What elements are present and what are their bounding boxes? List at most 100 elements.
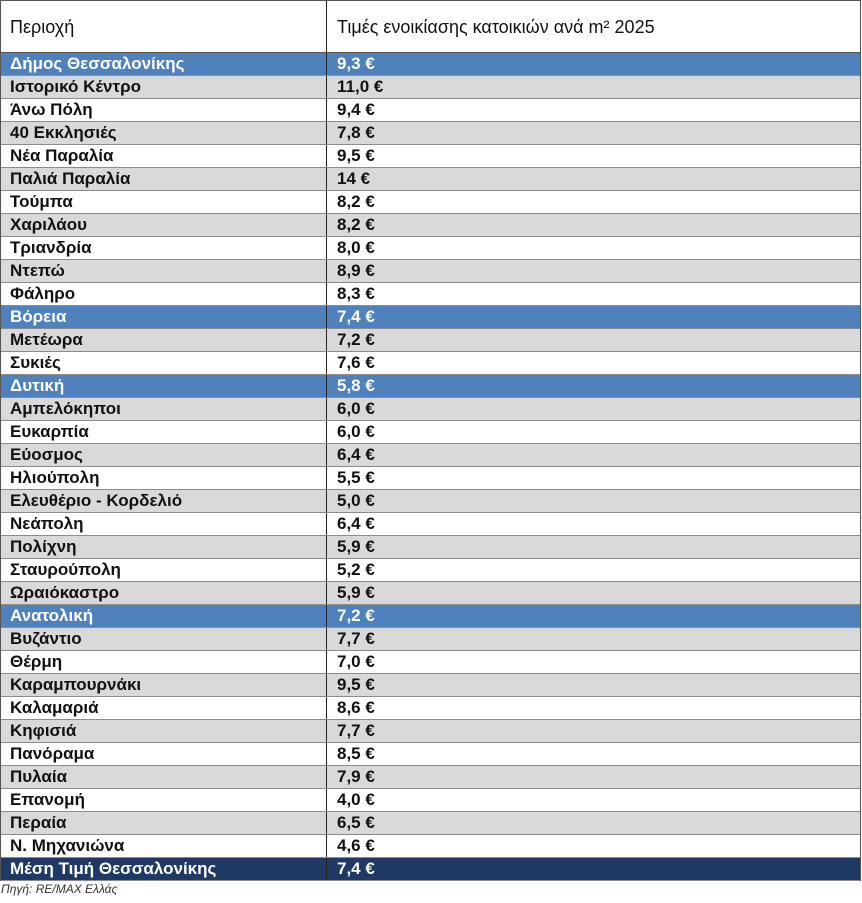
price: 9,4 € <box>337 100 375 119</box>
plain-row: Σταυρούπολη 5,2 € <box>1 559 860 582</box>
price: 7,4 € <box>337 307 375 326</box>
area-name: Ωραιόκαστρο <box>1 582 327 604</box>
price: 5,0 € <box>337 491 375 510</box>
shaded-row: Ελευθέριο - Κορδελιό 5,0 € <box>1 490 860 513</box>
shaded-row: Αμπελόκηποι 6,0 € <box>1 398 860 421</box>
header-row: Περιοχή Τιμές ενοικίασης κατοικιών ανά m… <box>1 1 860 53</box>
area-name: Νέα Παραλία <box>1 145 327 167</box>
area-name: Περαία <box>1 812 327 834</box>
header-cell: Τιμές ενοικίασης κατοικιών ανά m² 2025 <box>337 17 655 37</box>
area-name: Συκιές <box>1 352 327 374</box>
area-name: Πυλαία <box>1 766 327 788</box>
plain-row: Πανόραμα 8,5 € <box>1 743 860 766</box>
shaded-row: Μετέωρα 7,2 € <box>1 329 860 352</box>
area-name: Δυτική <box>1 375 327 397</box>
header-cell: Περιοχή <box>1 1 327 52</box>
price: 7,8 € <box>337 123 375 142</box>
shaded-row: Ωραιόκαστρο 5,9 € <box>1 582 860 605</box>
area-name: Ντεπώ <box>1 260 327 282</box>
area-name: Πανόραμα <box>1 743 327 765</box>
region-row: Δήμος Θεσσαλονίκης 9,3 € <box>1 53 860 76</box>
price: 6,4 € <box>337 514 375 533</box>
price: 5,8 € <box>337 376 375 395</box>
area-name: Άνω Πόλη <box>1 99 327 121</box>
price: 8,6 € <box>337 698 375 717</box>
price: 11,0 € <box>337 77 384 96</box>
source-note: Πηγή: RE/MAX Ελλάς <box>1 882 118 896</box>
price: 8,9 € <box>337 261 375 280</box>
region-row: Βόρεια 7,4 € <box>1 306 860 329</box>
plain-row: Άνω Πόλη 9,4 € <box>1 99 860 122</box>
area-name: Βυζάντιο <box>1 628 327 650</box>
shaded-row: Πολίχνη 5,9 € <box>1 536 860 559</box>
plain-row: Συκιές 7,6 € <box>1 352 860 375</box>
price: 9,3 € <box>337 54 375 73</box>
area-name: Νεάπολη <box>1 513 327 535</box>
plain-row: Νέα Παραλία 9,5 € <box>1 145 860 168</box>
shaded-row: Ντεπώ 8,9 € <box>1 260 860 283</box>
area-name: Μέση Τιμή Θεσσαλονίκης <box>1 858 327 880</box>
area-name: Εύοσμος <box>1 444 327 466</box>
price: 8,2 € <box>337 192 375 211</box>
shaded-row: Παλιά Παραλία 14 € <box>1 168 860 191</box>
price-table: Περιοχή Τιμές ενοικίασης κατοικιών ανά m… <box>0 0 861 881</box>
price: 7,0 € <box>337 652 375 671</box>
area-name: Ανατολική <box>1 605 327 627</box>
price: 7,2 € <box>337 330 375 349</box>
area-name: Σταυρούπολη <box>1 559 327 581</box>
plain-row: Νεάπολη 6,4 € <box>1 513 860 536</box>
price: 7,7 € <box>337 721 375 740</box>
area-name: Χαριλάου <box>1 214 327 236</box>
region-row: Ανατολική 7,2 € <box>1 605 860 628</box>
plain-row: Τριανδρία 8,0 € <box>1 237 860 260</box>
price: 8,0 € <box>337 238 375 257</box>
shaded-row: 40 Εκκλησιές 7,8 € <box>1 122 860 145</box>
shaded-row: Ιστορικό Κέντρο 11,0 € <box>1 76 860 99</box>
price: 5,5 € <box>337 468 375 487</box>
price: 9,5 € <box>337 146 375 165</box>
price: 6,5 € <box>337 813 375 832</box>
shaded-row: Κηφισιά 7,7 € <box>1 720 860 743</box>
area-name: Παλιά Παραλία <box>1 168 327 190</box>
area-name: Δήμος Θεσσαλονίκης <box>1 53 327 75</box>
total-row: Μέση Τιμή Θεσσαλονίκης 7,4 € <box>1 858 860 881</box>
price: 6,0 € <box>337 399 375 418</box>
price: 7,4 € <box>337 859 375 878</box>
shaded-row: Περαία 6,5 € <box>1 812 860 835</box>
area-name: Καλαμαριά <box>1 697 327 719</box>
area-name: Ευκαρπία <box>1 421 327 443</box>
shaded-row: Βυζάντιο 7,7 € <box>1 628 860 651</box>
price: 8,3 € <box>337 284 375 303</box>
price: 8,5 € <box>337 744 375 763</box>
area-name: Αμπελόκηποι <box>1 398 327 420</box>
price: 7,9 € <box>337 767 375 786</box>
plain-row: Ν. Μηχανιώνα 4,6 € <box>1 835 860 858</box>
price: 5,9 € <box>337 537 375 556</box>
area-name: Ηλιούπολη <box>1 467 327 489</box>
price: 6,0 € <box>337 422 375 441</box>
price: 7,2 € <box>337 606 375 625</box>
plain-row: Φάληρο 8,3 € <box>1 283 860 306</box>
area-name: Θέρμη <box>1 651 327 673</box>
plain-row: Καλαμαριά 8,6 € <box>1 697 860 720</box>
area-name: Τούμπα <box>1 191 327 213</box>
price: 4,0 € <box>337 790 375 809</box>
price: 6,4 € <box>337 445 375 464</box>
price: 14 € <box>337 169 371 188</box>
area-name: Ιστορικό Κέντρο <box>1 76 327 98</box>
area-name: Τριανδρία <box>1 237 327 259</box>
price: 5,2 € <box>337 560 375 579</box>
price: 8,2 € <box>337 215 375 234</box>
plain-row: Τούμπα 8,2 € <box>1 191 860 214</box>
price: 7,6 € <box>337 353 375 372</box>
area-name: Φάληρο <box>1 283 327 305</box>
plain-row: Θέρμη 7,0 € <box>1 651 860 674</box>
area-name: Κηφισιά <box>1 720 327 742</box>
shaded-row: Πυλαία 7,9 € <box>1 766 860 789</box>
price: 5,9 € <box>337 583 375 602</box>
area-name: Πολίχνη <box>1 536 327 558</box>
shaded-row: Καραμπουρνάκι 9,5 € <box>1 674 860 697</box>
area-name: Μετέωρα <box>1 329 327 351</box>
area-name: Καραμπουρνάκι <box>1 674 327 696</box>
